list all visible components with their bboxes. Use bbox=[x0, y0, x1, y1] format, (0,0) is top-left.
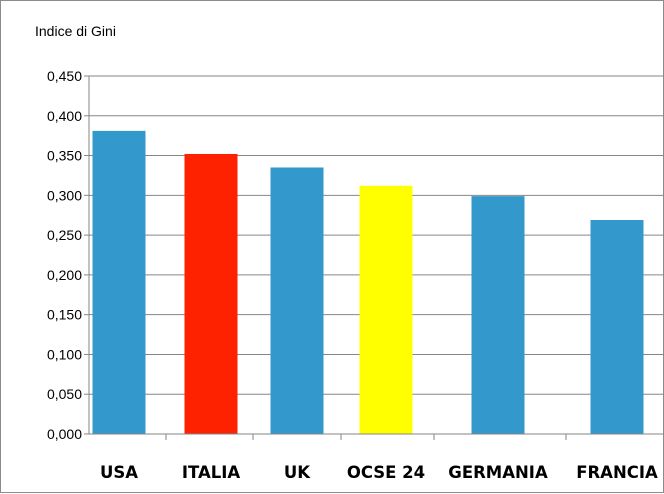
x-category-labels: USA ITALIA UK OCSE 24 GERMANIA FRANCIA bbox=[100, 463, 658, 482]
y-tick-label: 0,200 bbox=[47, 267, 82, 283]
y-tick-labels: 0,000 0,050 0,100 0,150 0,200 0,250 0,300 0,350… bbox=[47, 68, 82, 442]
y-axis-label: Indice di Gini bbox=[35, 23, 116, 39]
bar-ocse-24 bbox=[359, 185, 413, 434]
y-tick-label: 0,000 bbox=[47, 426, 82, 442]
y-tick-label: 0,100 bbox=[47, 346, 82, 362]
bar-francia bbox=[590, 219, 644, 434]
bar-germania bbox=[471, 196, 525, 434]
y-tick-label: 0,400 bbox=[47, 108, 82, 124]
x-category-label: ITALIA bbox=[182, 463, 241, 482]
x-category-label: USA bbox=[100, 463, 138, 482]
x-category-label: OCSE 24 bbox=[347, 463, 425, 482]
y-tick-label: 0,150 bbox=[47, 307, 82, 323]
bar-italia bbox=[184, 153, 238, 434]
y-tick-label: 0,450 bbox=[47, 68, 82, 84]
y-tick-label: 0,300 bbox=[47, 187, 82, 203]
axes bbox=[84, 75, 664, 440]
bar-uk bbox=[270, 167, 324, 434]
x-category-label: FRANCIA bbox=[576, 463, 658, 482]
y-tick-label: 0,050 bbox=[47, 386, 82, 402]
bar-usa bbox=[92, 130, 146, 435]
x-category-label: GERMANIA bbox=[448, 463, 548, 482]
y-tick-label: 0,350 bbox=[47, 148, 82, 164]
x-category-label: UK bbox=[284, 463, 311, 482]
y-tick-label: 0,250 bbox=[47, 227, 82, 243]
bars bbox=[92, 130, 644, 435]
